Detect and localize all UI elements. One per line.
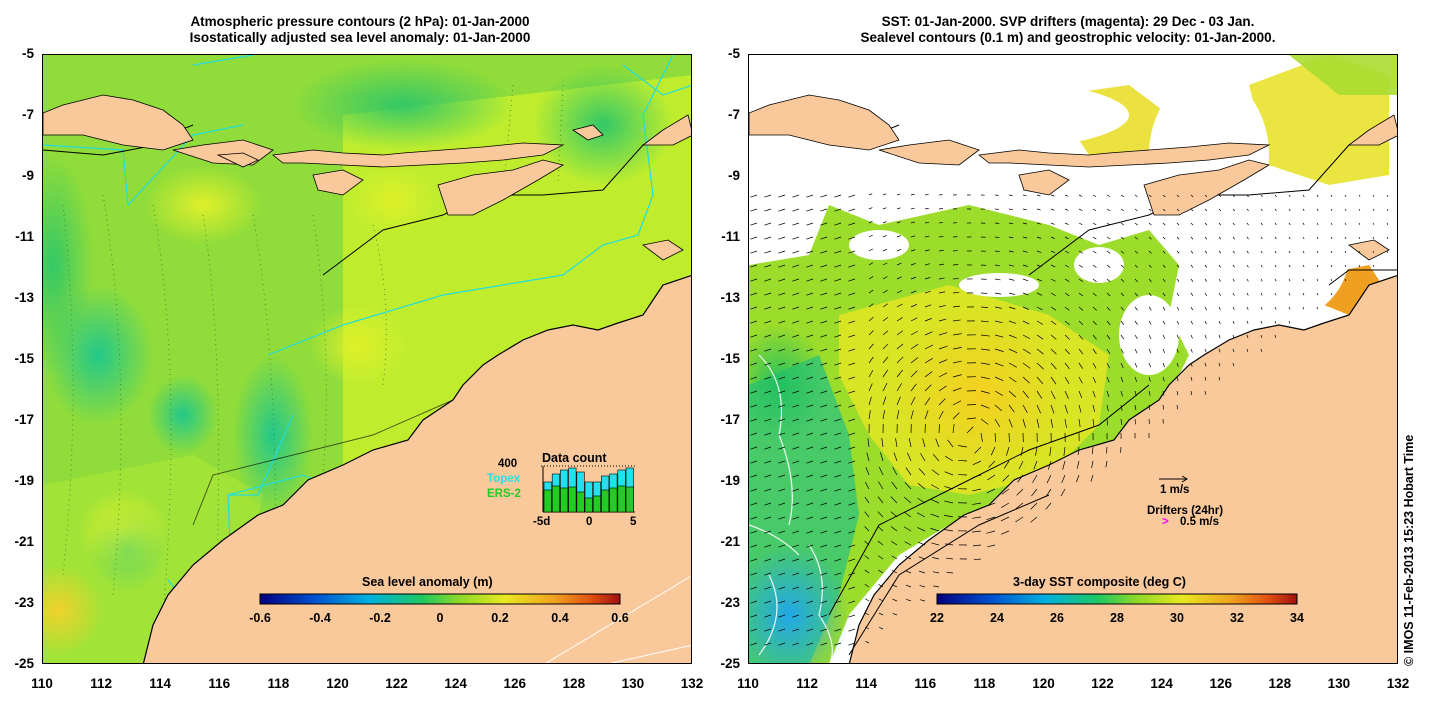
ers2-bar	[601, 489, 610, 513]
colorbar-tick: 34	[1290, 611, 1304, 625]
ers2-bar	[551, 485, 560, 513]
right-y-tick: -7	[727, 107, 740, 122]
right-x-tick: 116	[914, 676, 937, 691]
left-title-line1: Atmospheric pressure contours (2 hPa): 0…	[190, 14, 530, 29]
left-x-tick: 116	[208, 676, 231, 691]
left-y-tick: -21	[14, 534, 34, 549]
left-x-tick: 124	[444, 676, 467, 691]
colorbar-tick: -0.4	[309, 611, 331, 625]
right-x-tick: 114	[855, 676, 878, 691]
left-y-tick: -19	[14, 473, 34, 488]
colorbar-tick: 32	[1230, 611, 1244, 625]
drifter-scale-label: 0.5 m/s	[1180, 516, 1219, 528]
right-y-tick: -9	[727, 168, 740, 183]
right-y-tick: -11	[721, 229, 740, 244]
right-x-tick: 124	[1150, 676, 1173, 691]
right-title-line2: Sealevel contours (0.1 m) and geostrophi…	[860, 30, 1276, 45]
sea-level-anomaly-map	[42, 54, 692, 664]
left-x-tick: 126	[503, 676, 526, 691]
colorbar-tick: -0.2	[369, 611, 391, 625]
imos-credit: © IMOS 11-Feb-2013 15:23 Hobart Time	[1402, 434, 1416, 666]
colorbar-tick: 30	[1170, 611, 1184, 625]
data-count-inset	[541, 465, 635, 513]
right-y-tick: -15	[720, 351, 740, 366]
ers2-bar	[568, 486, 577, 513]
velocity-scale-label: 1 m/s	[1160, 484, 1190, 496]
right-colorbar	[936, 593, 1298, 605]
left-y-tick: -15	[14, 351, 34, 366]
left-y-tick: -11	[15, 229, 34, 244]
ers2-bar	[617, 485, 626, 513]
right-x-tick: 132	[1386, 676, 1410, 691]
left-x-tick: 118	[267, 676, 290, 691]
inset-legend-ers2: ERS-2	[487, 488, 521, 500]
left-y-tick: -25	[14, 656, 34, 671]
inset-max-label: 400	[498, 458, 518, 470]
left-y-tick: -9	[21, 168, 34, 183]
colorbar-tick: 0.6	[611, 611, 629, 625]
left-x-tick: 120	[326, 676, 349, 691]
right-x-tick: 126	[1209, 676, 1232, 691]
left-title-line2: Isostatically adjusted sea level anomaly…	[189, 30, 531, 45]
left-x-tick: 130	[621, 676, 645, 691]
right-colorbar-label: 3-day SST composite (deg C)	[1013, 575, 1186, 589]
inset-xtick-2: 5	[630, 516, 637, 528]
left-x-tick: 122	[385, 676, 408, 691]
right-y-tick: -21	[720, 534, 740, 549]
left-colorbar	[259, 593, 621, 605]
right-title-line1: SST: 01-Jan-2000. SVP drifters (magenta)…	[881, 14, 1255, 29]
right-x-tick: 118	[973, 676, 996, 691]
left-y-tick: -13	[14, 290, 34, 305]
left-y-tick: -17	[14, 412, 34, 427]
colorbar-tick: -0.6	[249, 611, 271, 625]
right-y-tick: -19	[720, 473, 740, 488]
sst-map	[748, 54, 1398, 664]
colorbar-tick: 0.2	[491, 611, 509, 625]
right-x-tick: 120	[1032, 676, 1055, 691]
right-x-tick: 130	[1327, 676, 1351, 691]
inset-xtick-0: -5d	[533, 516, 551, 528]
colorbar-tick: 0.4	[551, 611, 569, 625]
left-x-tick: 114	[149, 676, 172, 691]
drifters-label: Drifters (24hr)	[1147, 505, 1224, 517]
right-y-tick: -13	[720, 290, 740, 305]
ers2-bar	[576, 491, 585, 513]
right-y-tick: -25	[720, 656, 740, 671]
inset-legend-topex: Topex	[487, 473, 521, 485]
left-x-tick: 110	[31, 676, 53, 691]
colorbar-tick: 0	[436, 611, 444, 625]
inset-title: Data count	[542, 451, 607, 465]
right-x-tick: 110	[737, 676, 759, 691]
sea-level-anomaly-field	[43, 55, 691, 663]
left-y-tick: -23	[14, 595, 34, 610]
ers2-bar	[609, 487, 618, 513]
ers2-bar	[560, 487, 569, 513]
left-y-tick: -5	[21, 46, 34, 61]
velocity-scale-arrow	[1159, 475, 1188, 483]
left-colorbar-label: Sea level anomaly (m)	[362, 575, 493, 589]
colorbar-tick: 24	[990, 611, 1004, 625]
ers2-bar	[543, 489, 552, 513]
left-x-tick: 112	[90, 676, 112, 691]
right-y-tick: -23	[720, 595, 740, 610]
ers2-bar	[592, 495, 602, 513]
right-y-tick: -5	[727, 46, 740, 61]
left-x-tick: 132	[680, 676, 704, 691]
ers2-bar	[584, 497, 593, 513]
colorbar-tick: 26	[1050, 611, 1064, 625]
inset-xtick-1: 0	[586, 516, 593, 528]
sst-field	[749, 55, 1397, 663]
right-y-tick: -17	[720, 412, 740, 427]
colorbar-tick: 28	[1110, 611, 1124, 625]
right-x-tick: 128	[1268, 676, 1292, 691]
right-x-tick: 112	[796, 676, 818, 691]
drifter-scale-symbol: >	[1162, 516, 1169, 528]
right-x-tick: 122	[1091, 676, 1114, 691]
left-y-tick: -7	[21, 107, 34, 122]
left-x-tick: 128	[562, 676, 586, 691]
colorbar-tick: 22	[930, 611, 944, 625]
ers2-bar	[625, 486, 634, 513]
